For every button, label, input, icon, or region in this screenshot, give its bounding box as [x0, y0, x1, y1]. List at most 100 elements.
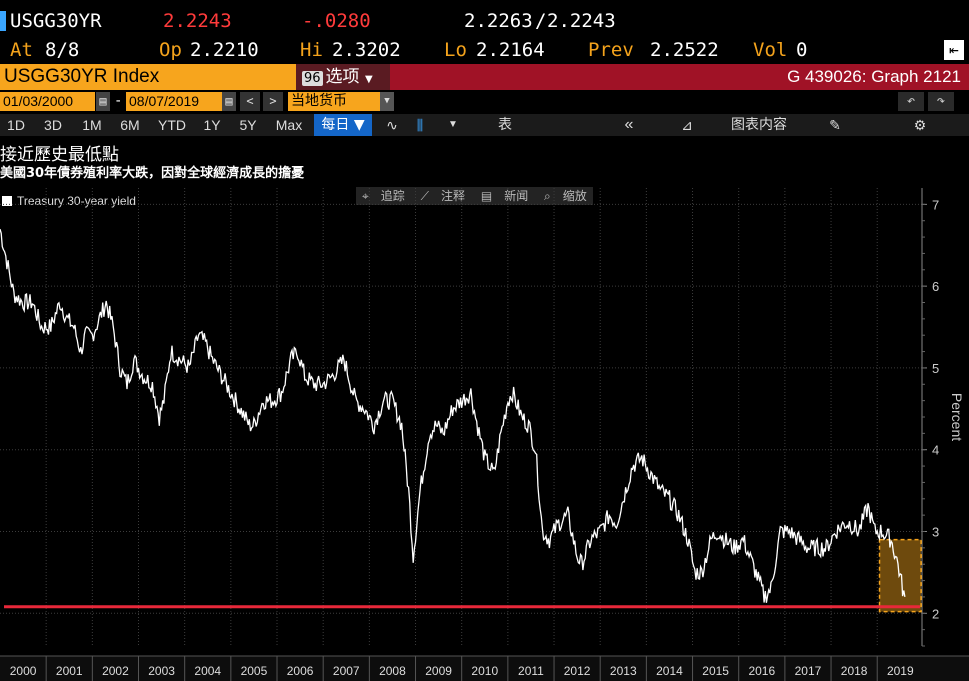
undo-icon[interactable]: ↶: [898, 92, 924, 111]
x-tick-label: 2008: [379, 664, 406, 678]
chart-type-icon[interactable]: ⊿: [681, 117, 693, 133]
x-tick-label: 2016: [748, 664, 775, 678]
frequency-select[interactable]: 每日 ▼: [314, 114, 372, 136]
period-3d[interactable]: 3D: [44, 117, 62, 133]
period-1y[interactable]: 1Y: [203, 117, 221, 133]
prev-label: Prev: [588, 39, 634, 61]
period-ytd[interactable]: YTD: [158, 117, 186, 133]
period-max[interactable]: Max: [275, 117, 303, 133]
x-tick-label: 2019: [887, 664, 914, 678]
ticker-symbol[interactable]: USGG30YR: [10, 10, 102, 32]
high-label: Hi: [300, 39, 323, 61]
chevron-down-icon[interactable]: ▼: [448, 119, 458, 130]
security-name[interactable]: USGG30YR Index: [0, 64, 296, 90]
bid-ask-separator: /: [535, 10, 547, 32]
high-value: 2.3202: [332, 39, 401, 61]
zoom-icon[interactable]: ⌕: [544, 189, 551, 203]
calendar-icon[interactable]: ▤: [96, 92, 110, 111]
x-tick-label: 2002: [102, 664, 129, 678]
annotate-icon[interactable]: ⟋: [420, 189, 430, 203]
prev-range-button[interactable]: <: [240, 92, 260, 111]
options-number: 96: [302, 71, 323, 86]
options-label: 选项: [325, 67, 360, 87]
x-tick-label: 2007: [333, 664, 360, 678]
chart-subtitle: 美國30年債券殖利率大跌，因對全球經濟成長的擔憂: [0, 166, 305, 181]
annotate-button[interactable]: 注释: [441, 189, 466, 203]
chevron-down-icon: ▼: [364, 74, 373, 85]
graph-id: G 439026: Graph 2121: [787, 67, 961, 86]
gear-icon[interactable]: ⚙: [913, 117, 927, 133]
line-chart[interactable]: 2 3 4 5 6 7 Percent 2000 2001 2002 2003 2004 2005 200…: [0, 182, 969, 681]
news-button[interactable]: 新闻: [504, 189, 529, 203]
y-tick-label: 5: [932, 361, 939, 376]
series-line: [0, 228, 906, 603]
chart-content-button[interactable]: 图表内容: [731, 117, 787, 133]
net-change: -.0280: [302, 10, 371, 32]
chevron-down-icon: ▼: [353, 117, 365, 133]
x-tick-label: 2001: [56, 664, 83, 678]
end-date-field[interactable]: 08/07/2019: [126, 92, 222, 111]
line-chart-icon[interactable]: ∿: [386, 117, 398, 133]
frequency-label: 每日: [321, 117, 350, 133]
x-tick-label: 2018: [841, 664, 868, 678]
low-label: Lo: [444, 39, 467, 61]
x-tick-label: 2005: [241, 664, 268, 678]
legend[interactable]: Treasury 30-year yield: [2, 194, 136, 208]
zoom-button[interactable]: 缩放: [562, 189, 587, 203]
period-5y[interactable]: 5Y: [239, 117, 257, 133]
open-value: 2.2210: [190, 39, 259, 61]
bid-price: 2.2263: [464, 10, 533, 32]
start-date-field[interactable]: 01/03/2000: [0, 92, 95, 111]
x-tick-label: 2013: [610, 664, 637, 678]
news-icon[interactable]: ▤: [480, 189, 493, 203]
export-icon[interactable]: ⇤: [944, 40, 964, 60]
x-tick-label: 2014: [656, 664, 683, 678]
x-tick-label: 2010: [471, 664, 498, 678]
x-tick-label: 2000: [10, 664, 37, 678]
ask-price: 2.2243: [547, 10, 616, 32]
at-value: 8/8: [45, 39, 80, 61]
x-tick-label: 2017: [795, 664, 822, 678]
low-value: 2.2164: [476, 39, 545, 61]
y-tick-label: 4: [932, 443, 939, 458]
candlestick-icon[interactable]: ⫼: [416, 117, 424, 133]
highlight-box: [878, 538, 922, 613]
table-button[interactable]: 表: [498, 117, 512, 133]
redo-icon[interactable]: ↷: [928, 92, 954, 111]
chevron-down-icon[interactable]: ▼: [380, 92, 394, 111]
x-tick-label: 2015: [702, 664, 729, 678]
chart-title: 接近歷史最低點: [0, 145, 119, 165]
y-tick-label: 3: [932, 525, 939, 540]
x-tick-label: 2004: [194, 664, 221, 678]
period-6m[interactable]: 6M: [120, 117, 140, 133]
x-tick-label: 2012: [564, 664, 591, 678]
last-price: 2.2243: [163, 10, 232, 32]
calendar-icon[interactable]: ▤: [222, 92, 236, 111]
crosshair-icon[interactable]: ⌖: [362, 189, 369, 203]
volume-label: Vol: [753, 39, 788, 61]
legend-label: Treasury 30-year yield: [17, 194, 136, 208]
volume-value: 0: [796, 39, 808, 61]
y-axis-label: Percent: [949, 393, 965, 441]
x-tick-label: 2009: [425, 664, 452, 678]
toolbar: [0, 114, 969, 136]
currency-select[interactable]: 当地货币: [288, 92, 380, 111]
at-label: At: [10, 39, 33, 61]
ticker-flag: [0, 11, 6, 31]
collapse-icon[interactable]: «: [624, 116, 634, 133]
period-1d[interactable]: 1D: [7, 117, 25, 133]
y-tick-label: 6: [932, 279, 939, 294]
next-range-button[interactable]: >: [263, 92, 283, 111]
x-axis-band: [0, 656, 969, 681]
x-tick-label: 2006: [287, 664, 314, 678]
open-label: Op: [159, 39, 182, 61]
edit-icon[interactable]: ✎: [829, 117, 841, 133]
legend-swatch: [2, 196, 12, 206]
x-tick-label: 2011: [518, 664, 544, 678]
y-tick-label: 7: [932, 197, 939, 212]
track-button[interactable]: 追踪: [380, 189, 405, 203]
y-tick-label: 2: [932, 606, 939, 621]
prev-value: 2.2522: [650, 39, 719, 61]
options-menu-button[interactable]: 96 选项 ▼: [296, 64, 390, 90]
period-1m[interactable]: 1M: [82, 117, 102, 133]
